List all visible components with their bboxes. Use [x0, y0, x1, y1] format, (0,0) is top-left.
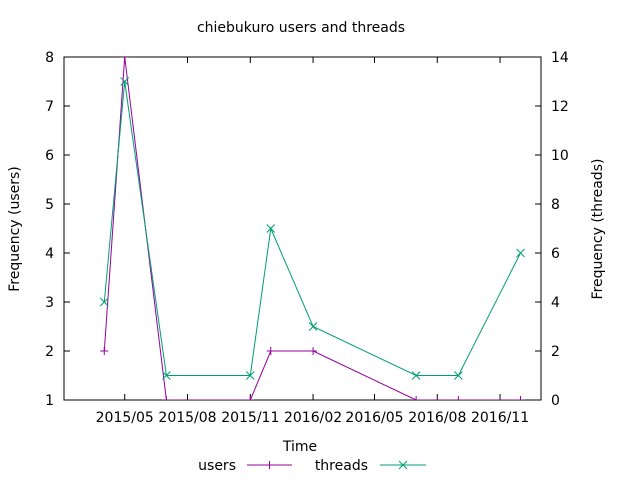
legend-marker-threads	[398, 460, 408, 470]
legend-label-users: users	[198, 458, 236, 474]
x-tick-label: 2016/05	[345, 410, 403, 426]
y2-tick-label: 8	[551, 197, 560, 213]
plot-frame	[63, 56, 542, 401]
x-axis: 2015/05 2015/08 2015/11 2016/02 2016/05 2016/…	[96, 57, 529, 426]
y-tick-label: 2	[45, 344, 54, 360]
chart-title: chiebukuro users and threads	[197, 20, 405, 36]
legend: users threads	[198, 458, 426, 474]
y-axis-left: 1 2 3 4 5 6 7 8	[45, 50, 541, 409]
data-point-users	[246, 396, 255, 400]
data-point-threads	[454, 371, 463, 380]
data-point-users	[412, 396, 421, 400]
data-point-threads	[99, 297, 109, 307]
legend-marker-users	[265, 461, 274, 469]
data-point-users	[162, 396, 171, 400]
data-point-users	[454, 396, 463, 400]
y2-tick-label: 6	[551, 246, 560, 262]
data-point-users	[516, 396, 525, 400]
series-layer	[99, 57, 525, 400]
y-axis-right: 0 2 4 6 8 10 12 14	[535, 50, 569, 409]
x-axis-label: Time	[282, 439, 317, 455]
x-tick-label: 2015/08	[158, 410, 216, 426]
data-point-users	[100, 347, 109, 355]
data-point-threads	[245, 371, 255, 380]
series-line-threads	[103, 81, 521, 376]
data-point-users	[120, 57, 129, 61]
x-tick-label: 2015/05	[96, 410, 154, 426]
y2-tick-label: 10	[551, 148, 569, 164]
x-tick-label: 2015/11	[221, 410, 279, 426]
y-tick-label: 4	[45, 246, 54, 262]
y-tick-label: 3	[45, 295, 54, 311]
y2-tick-label: 2	[551, 344, 560, 360]
data-point-threads	[162, 371, 171, 380]
y-tick-label: 1	[45, 393, 54, 409]
y2-tick-label: 0	[551, 393, 560, 409]
y2-tick-label: 12	[551, 99, 569, 115]
y2-tick-label: 4	[551, 295, 560, 311]
data-point-users	[266, 347, 275, 355]
legend-label-threads: threads	[315, 458, 368, 474]
data-point-threads	[266, 224, 276, 233]
y-tick-label: 5	[45, 197, 54, 213]
data-point-threads	[308, 322, 318, 331]
data-point-threads	[516, 248, 525, 258]
y-tick-label: 8	[45, 50, 54, 66]
y2-axis-label: Frequency (threads)	[590, 159, 606, 300]
y2-tick-label: 14	[551, 50, 569, 66]
x-tick-label: 2016/08	[408, 410, 466, 426]
plot-area	[63, 56, 542, 401]
data-point-users	[309, 347, 318, 355]
series-line-users	[103, 57, 521, 400]
data-point-threads	[411, 371, 421, 380]
data-point-threads	[120, 77, 130, 86]
y-tick-label: 6	[45, 148, 54, 164]
y-tick-label: 7	[45, 99, 54, 115]
series-threads	[99, 77, 525, 380]
y-axis-label: Frequency (users)	[7, 166, 23, 292]
x-tick-label: 2016/02	[284, 410, 342, 426]
series-users	[100, 57, 525, 400]
x-tick-label: 2016/11	[471, 410, 529, 426]
